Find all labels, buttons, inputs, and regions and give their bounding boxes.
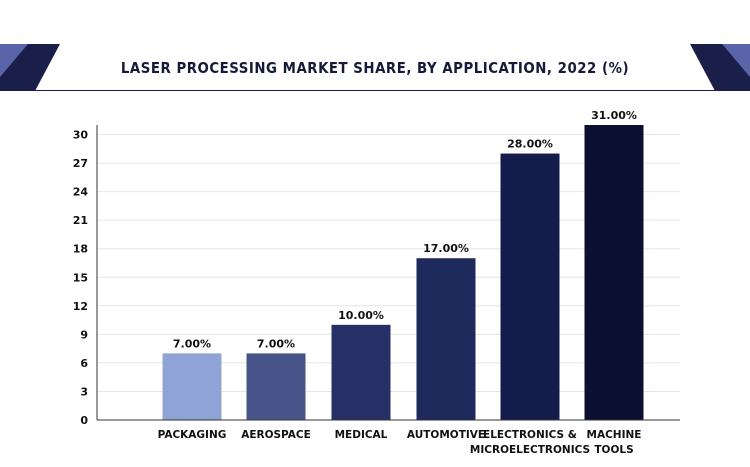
- x-tick-label-line: MICROELECTRONICS: [470, 444, 590, 456]
- bar: [500, 153, 560, 420]
- y-axis: 0 3 6 9 12 15 18 21 24 27 30: [73, 125, 98, 427]
- x-tick-label: AEROSPACE: [241, 429, 311, 441]
- bar: [162, 353, 222, 420]
- y-tick-label: 24: [73, 186, 89, 199]
- title-banner: LASER PROCESSING MARKET SHARE, BY APPLIC…: [0, 44, 750, 91]
- chart-title: LASER PROCESSING MARKET SHARE, BY APPLIC…: [120, 58, 630, 77]
- banner-left-accent-light: [0, 44, 28, 77]
- x-axis: PACKAGING AEROSPACE MEDICAL AUTOMOTIVEELECT…: [97, 419, 680, 456]
- bar: [416, 258, 476, 420]
- x-tick-label-line: TOOLS: [594, 444, 633, 456]
- bar: [331, 324, 391, 420]
- x-tick-label: MEDICAL: [335, 429, 388, 441]
- data-label: 7.00%: [173, 337, 211, 350]
- x-tick-label: ELECTRONICS & MICROELECTRONICS: [470, 429, 590, 456]
- y-tick-label: 21: [73, 214, 88, 227]
- banner-decoration: [0, 44, 750, 91]
- x-tick-label-line: PACKAGING: [158, 429, 227, 441]
- y-tick-label: 3: [80, 385, 88, 398]
- x-tick-label: AUTOMOTIVE: [407, 429, 485, 441]
- data-label: 28.00%: [507, 138, 553, 151]
- banner-right-accent-light: [722, 44, 750, 77]
- data-label: 31.00%: [591, 109, 637, 122]
- y-tick-label: 0: [80, 414, 88, 427]
- bars: [162, 125, 644, 420]
- y-tick-label: 12: [73, 300, 88, 313]
- x-tick-label-line: AUTOMOTIVE: [407, 429, 485, 441]
- data-labels: 7.00% 7.00% 10.00% 17.00% 28.00% 31.00%: [173, 109, 637, 350]
- y-tick-label: 9: [80, 328, 88, 341]
- grid-lines: [97, 134, 680, 392]
- x-tick-label-line: ELECTRONICS &: [483, 429, 577, 441]
- data-label: 7.00%: [257, 337, 295, 350]
- x-tick-label-line: AEROSPACE: [241, 429, 311, 441]
- bar: [246, 353, 306, 420]
- y-tick-label: 15: [73, 271, 88, 284]
- y-tick-label: 18: [73, 243, 88, 256]
- y-tick-label: 27: [73, 157, 88, 170]
- data-label: 10.00%: [338, 309, 384, 322]
- y-tick-label: 30: [73, 129, 89, 142]
- x-tick-label-line: MACHINE: [587, 429, 642, 441]
- bar: [584, 125, 644, 420]
- y-tick-label: 6: [80, 357, 88, 370]
- data-label: 17.00%: [423, 242, 469, 255]
- x-tick-label: PACKAGING: [158, 429, 227, 441]
- x-tick-label-line: MEDICAL: [335, 429, 388, 441]
- x-tick-label: MACHINE TOOLS: [587, 429, 642, 456]
